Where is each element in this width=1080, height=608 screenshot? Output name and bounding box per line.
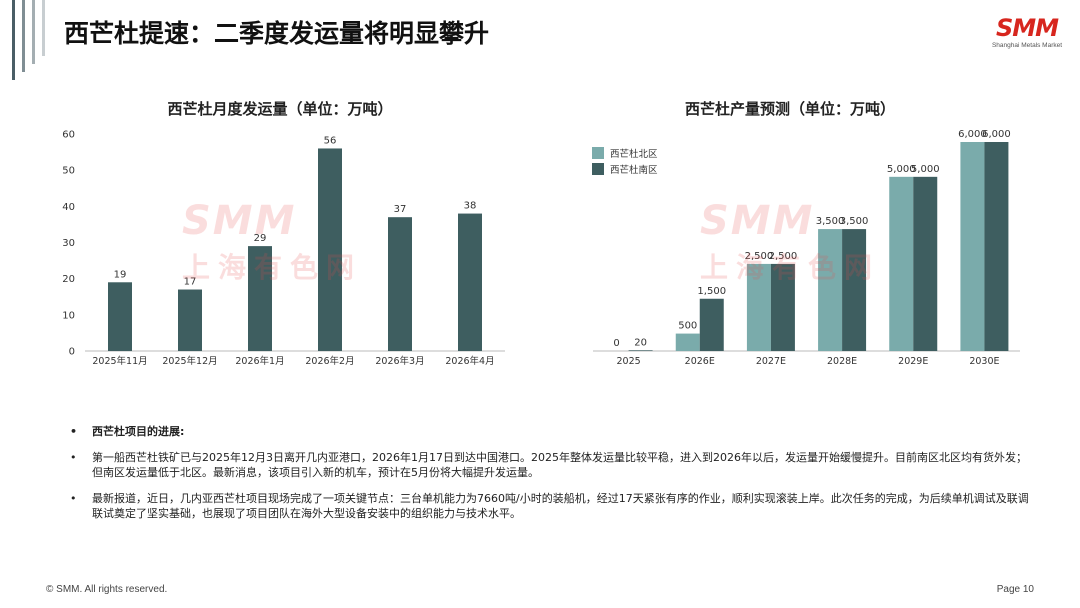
bar-data-label: 3,500	[816, 216, 845, 227]
decorative-stripe	[42, 0, 45, 56]
bar-data-label: 37	[394, 204, 407, 215]
project-notes: 西芒杜项目的进展: 第一船西芒杜铁矿已与2025年12月3日离开几内亚港口，20…	[70, 424, 1030, 532]
bar-data-label: 5,000	[911, 164, 940, 175]
y-tick-label: 0	[69, 347, 75, 358]
legend-swatch-north	[592, 147, 604, 159]
bar	[458, 213, 482, 351]
bar-north	[746, 263, 771, 351]
bar	[388, 217, 412, 351]
logo-subtitle: Shanghai Metals Market	[991, 42, 1063, 49]
x-tick-label: 2027E	[756, 356, 786, 367]
monthly-shipment-chart: 0 10 20 30 40 50 60 19 2025年11月 17 2025年12月 29 2026年…	[62, 130, 505, 367]
notes-paragraph: 最新报道，近日，几内亚西芒杜项目现场完成了一项关键节点：三台单机能力为7660吨…	[70, 491, 1030, 521]
decorative-stripe	[12, 0, 15, 80]
bar-south	[770, 263, 795, 351]
chart1-title: 西芒杜月度发运量（单位：万吨）	[167, 100, 393, 118]
bar-data-label: 0	[613, 338, 619, 349]
bar-data-label: 19	[114, 269, 127, 280]
y-tick-label: 50	[62, 166, 75, 177]
legend-item-south: 西芒杜南区	[592, 161, 658, 177]
bar-south	[628, 350, 653, 351]
bar	[178, 289, 202, 351]
x-tick-label: 2026年2月	[305, 355, 354, 367]
footer-page-number: Page 10	[996, 584, 1034, 595]
x-tick-label: 2029E	[898, 356, 928, 367]
chart2-title: 西芒杜产量预测（单位：万吨）	[684, 100, 895, 118]
bar-data-label: 500	[678, 321, 697, 332]
x-tick-label: 2030E	[969, 356, 999, 367]
logo-word: SMM	[995, 14, 1059, 42]
y-tick-label: 40	[62, 202, 75, 213]
bar-data-label: 20	[634, 337, 647, 348]
y-tick-label: 10	[62, 310, 75, 321]
decorative-stripe	[32, 0, 35, 64]
bar-data-label: 6,000	[958, 129, 987, 140]
bar-data-label: 1,500	[697, 286, 726, 297]
x-tick-label: 2028E	[827, 356, 857, 367]
legend-label-north: 西芒杜北区	[610, 149, 658, 160]
bar-data-label: 6,000	[982, 129, 1011, 140]
x-tick-label: 2026年3月	[375, 355, 424, 367]
y-tick-label: 60	[62, 130, 75, 141]
decorative-stripe	[22, 0, 25, 72]
x-tick-label: 2026年1月	[235, 355, 284, 367]
bar-data-label: 38	[464, 201, 477, 212]
y-tick-label: 30	[62, 238, 75, 249]
bar-north	[675, 333, 700, 351]
x-tick-label: 2025年12月	[162, 355, 217, 367]
bar	[248, 246, 272, 351]
notes-paragraph: 第一船西芒杜铁矿已与2025年12月3日离开几内亚港口，2026年1月17日到达…	[70, 450, 1030, 480]
bar-south	[842, 229, 867, 351]
bar-data-label: 2,500	[769, 251, 798, 262]
legend-label-south: 西芒杜南区	[610, 165, 658, 176]
bar-data-label: 56	[324, 135, 337, 146]
bar-north	[889, 176, 914, 351]
bar-data-label: 5,000	[887, 164, 916, 175]
chart2-legend: 西芒杜北区 西芒杜南区	[592, 145, 658, 177]
bar	[318, 148, 342, 351]
bar-south	[913, 176, 938, 351]
bar-south	[699, 298, 724, 351]
legend-swatch-south	[592, 163, 604, 175]
bar-south	[984, 142, 1009, 351]
bar-data-label: 3,500	[840, 216, 869, 227]
notes-heading: 西芒杜项目的进展:	[70, 424, 1030, 439]
footer-copyright: © SMM. All rights reserved.	[46, 584, 168, 595]
bar-data-label: 2,500	[745, 251, 774, 262]
bar-data-label: 17	[184, 277, 197, 288]
x-tick-label: 2026年4月	[445, 355, 494, 367]
bar-data-label: 29	[254, 233, 267, 244]
smm-logo: SMM Shanghai Metals Market	[986, 16, 1068, 56]
bar-north	[818, 229, 843, 351]
page-title: 西芒杜提速：二季度发运量将明显攀升	[64, 19, 490, 48]
bar-north	[960, 142, 985, 351]
x-tick-label: 2025	[616, 356, 640, 367]
y-tick-label: 20	[62, 274, 75, 285]
legend-item-north: 西芒杜北区	[592, 145, 658, 161]
bar	[108, 282, 132, 351]
x-tick-label: 2025年11月	[92, 355, 147, 367]
x-tick-label: 2026E	[685, 356, 715, 367]
